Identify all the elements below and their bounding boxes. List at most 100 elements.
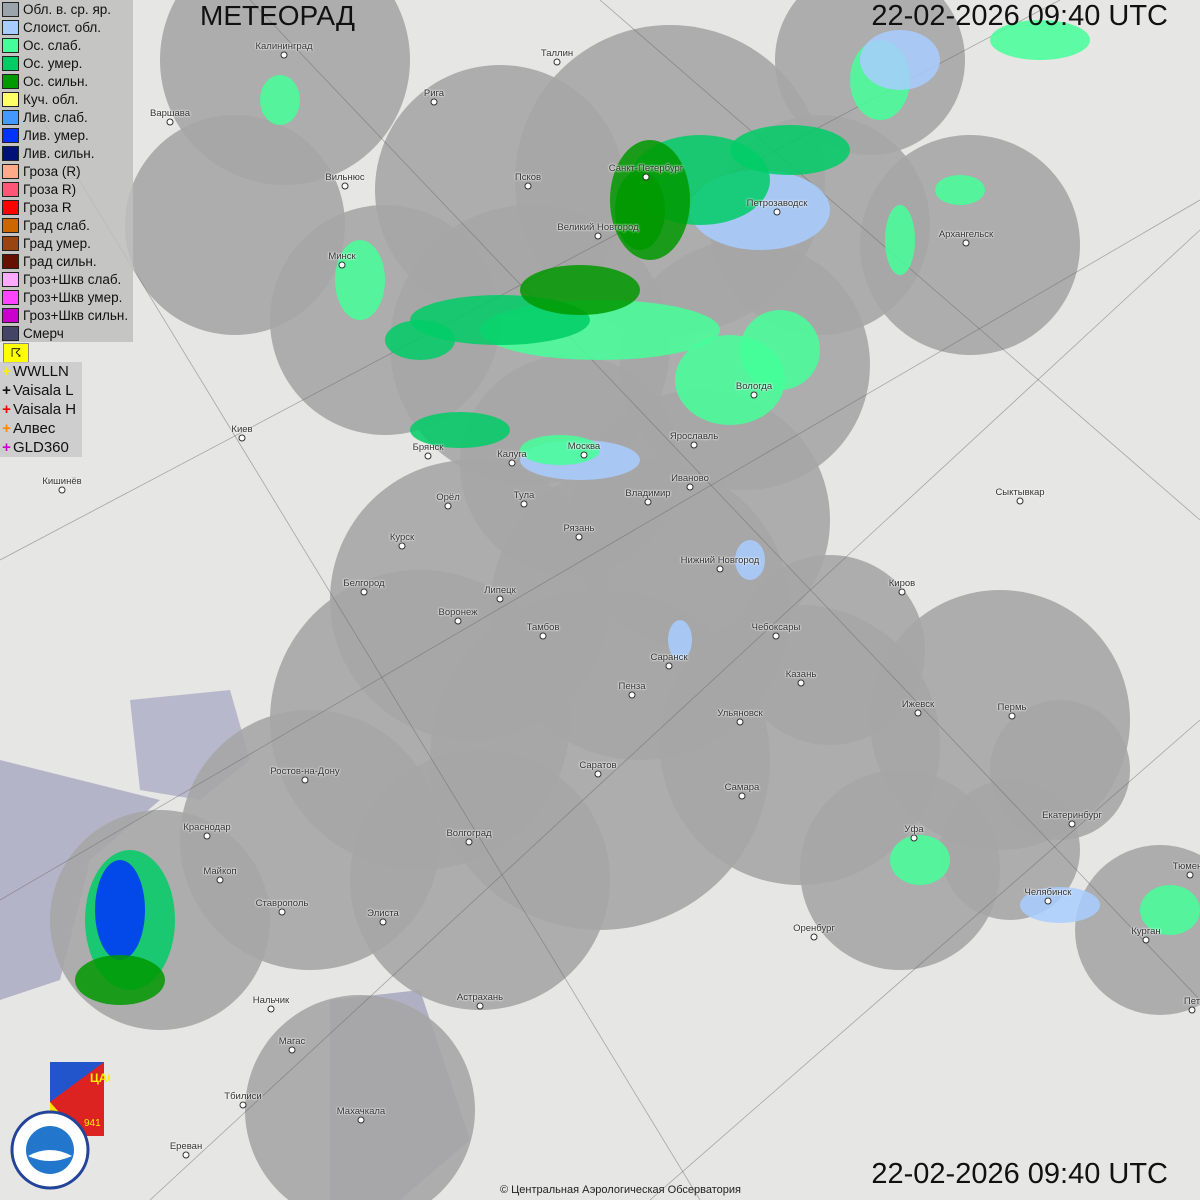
legend-label: Гроз+Шкв умер. (23, 289, 123, 305)
city-label: Калининград (255, 41, 313, 52)
city-marker (1186, 871, 1194, 879)
legend-swatch (2, 325, 19, 341)
city-marker (690, 441, 698, 449)
legend-item: Град умер. (0, 234, 133, 252)
legend-item: Град сильн. (0, 252, 133, 270)
legend-item: Слоист. обл. (0, 18, 133, 36)
legend-item: Лив. сильн. (0, 144, 133, 162)
legend-swatch (2, 1, 19, 17)
precip-echo (730, 125, 850, 175)
precip-echo (885, 205, 915, 275)
legend-swatch (2, 217, 19, 233)
radar-circle (860, 135, 1080, 355)
lightning-network-label: WWLLN (13, 363, 69, 380)
city-label: Тамбов (526, 622, 560, 633)
city-marker (267, 1005, 275, 1013)
legend-label: Ос. слаб. (23, 37, 82, 53)
legend-swatch (2, 91, 19, 107)
page-title: МЕТЕОРАД (200, 0, 355, 31)
city-marker (203, 832, 211, 840)
city-marker (454, 617, 462, 625)
city-label: Владимир (625, 488, 671, 499)
city-marker (465, 838, 473, 846)
legend-label: Град сильн. (23, 253, 97, 269)
city-marker (1008, 712, 1016, 720)
precip-echo (1140, 885, 1200, 935)
city-label: Элиста (367, 908, 399, 919)
lightning-network-label: Vaisala H (13, 401, 77, 418)
city-label: Санкт-Петербург (608, 163, 684, 174)
city-label: Архангельск (938, 229, 994, 240)
city-marker (58, 486, 66, 494)
city-label: Екатеринбург (1042, 810, 1102, 821)
city-label: Ульяновск (717, 708, 763, 719)
legend-swatch (2, 199, 19, 215)
city-marker (430, 98, 438, 106)
city-label: Варшава (149, 108, 191, 119)
precip-echo (385, 320, 455, 360)
legend-item: Град слаб. (0, 216, 133, 234)
legend-item: Гроза R) (0, 180, 133, 198)
copyright: © Центральная Аэрологическая Обсерватори… (500, 1184, 741, 1196)
precip-echo (520, 435, 600, 465)
legend-label: Лив. сильн. (23, 145, 95, 161)
city-label: Ставрополь (255, 898, 309, 909)
city-marker (553, 58, 561, 66)
radar-circle (350, 750, 610, 1010)
cross-icon: + (2, 420, 11, 437)
city-marker (644, 498, 652, 506)
city-marker (575, 533, 583, 541)
city-label: Брянск (412, 442, 444, 453)
city-marker (1016, 497, 1024, 505)
legend-item: Гроз+Шкв сильн. (0, 306, 133, 324)
city-label: Липецк (484, 585, 516, 596)
legend-label: Лив. слаб. (23, 109, 88, 125)
precip-echo (95, 860, 145, 960)
lightning-network-item[interactable]: + Vaisala H (0, 400, 82, 419)
precip-echo (740, 310, 820, 390)
radar-coverage (50, 0, 1200, 1200)
cross-icon: + (2, 382, 11, 399)
legend-label: Ос. умер. (23, 55, 83, 71)
legend-label: Ос. сильн. (23, 73, 89, 89)
city-marker (797, 679, 805, 687)
legend-item: Гроз+Шкв слаб. (0, 270, 133, 288)
lightning-network-item[interactable]: + GLD360 (0, 438, 82, 457)
city-marker (665, 662, 673, 670)
city-marker (736, 718, 744, 726)
legend-swatch (2, 181, 19, 197)
city-marker (496, 595, 504, 603)
legend-label: Гроза R) (23, 181, 77, 197)
lightning-network-item[interactable]: + WWLLN (0, 362, 82, 381)
legend-item: Обл. в. ср. яр. (0, 0, 133, 18)
legend-swatch (2, 253, 19, 269)
precip-echo (615, 170, 665, 250)
city-label: Тбилиси (224, 1091, 262, 1102)
precip-echo (890, 835, 950, 885)
lightning-network-label: Алвес (13, 420, 56, 437)
city-marker (1142, 936, 1150, 944)
city-marker (642, 173, 650, 181)
city-marker (360, 588, 368, 596)
legend-label: Гроза R (23, 199, 72, 215)
precipitation-echoes (75, 20, 1200, 1005)
city-label: Казань (785, 669, 817, 680)
lightning-network-item[interactable]: + Алвес (0, 419, 82, 438)
legend-swatch (2, 109, 19, 125)
city-label: Ижевск (901, 699, 935, 710)
city-label: Орёл (436, 492, 460, 503)
lightning-network-item[interactable]: + Vaisala L (0, 381, 82, 400)
legend-label: Гроз+Шкв слаб. (23, 271, 122, 287)
city-label: Таллин (540, 48, 574, 59)
legend-item: Смерч (0, 324, 133, 342)
cross-icon: + (2, 439, 11, 456)
city-label: Пенза (618, 681, 646, 692)
precip-echo (520, 265, 640, 315)
city-label: Волгоград (446, 828, 492, 839)
city-marker (166, 118, 174, 126)
lightning-toggle-button[interactable]: ☈ (3, 343, 29, 363)
city-label: Иваново (671, 473, 709, 484)
city-label: Саранск (650, 652, 688, 663)
city-marker (338, 261, 346, 269)
